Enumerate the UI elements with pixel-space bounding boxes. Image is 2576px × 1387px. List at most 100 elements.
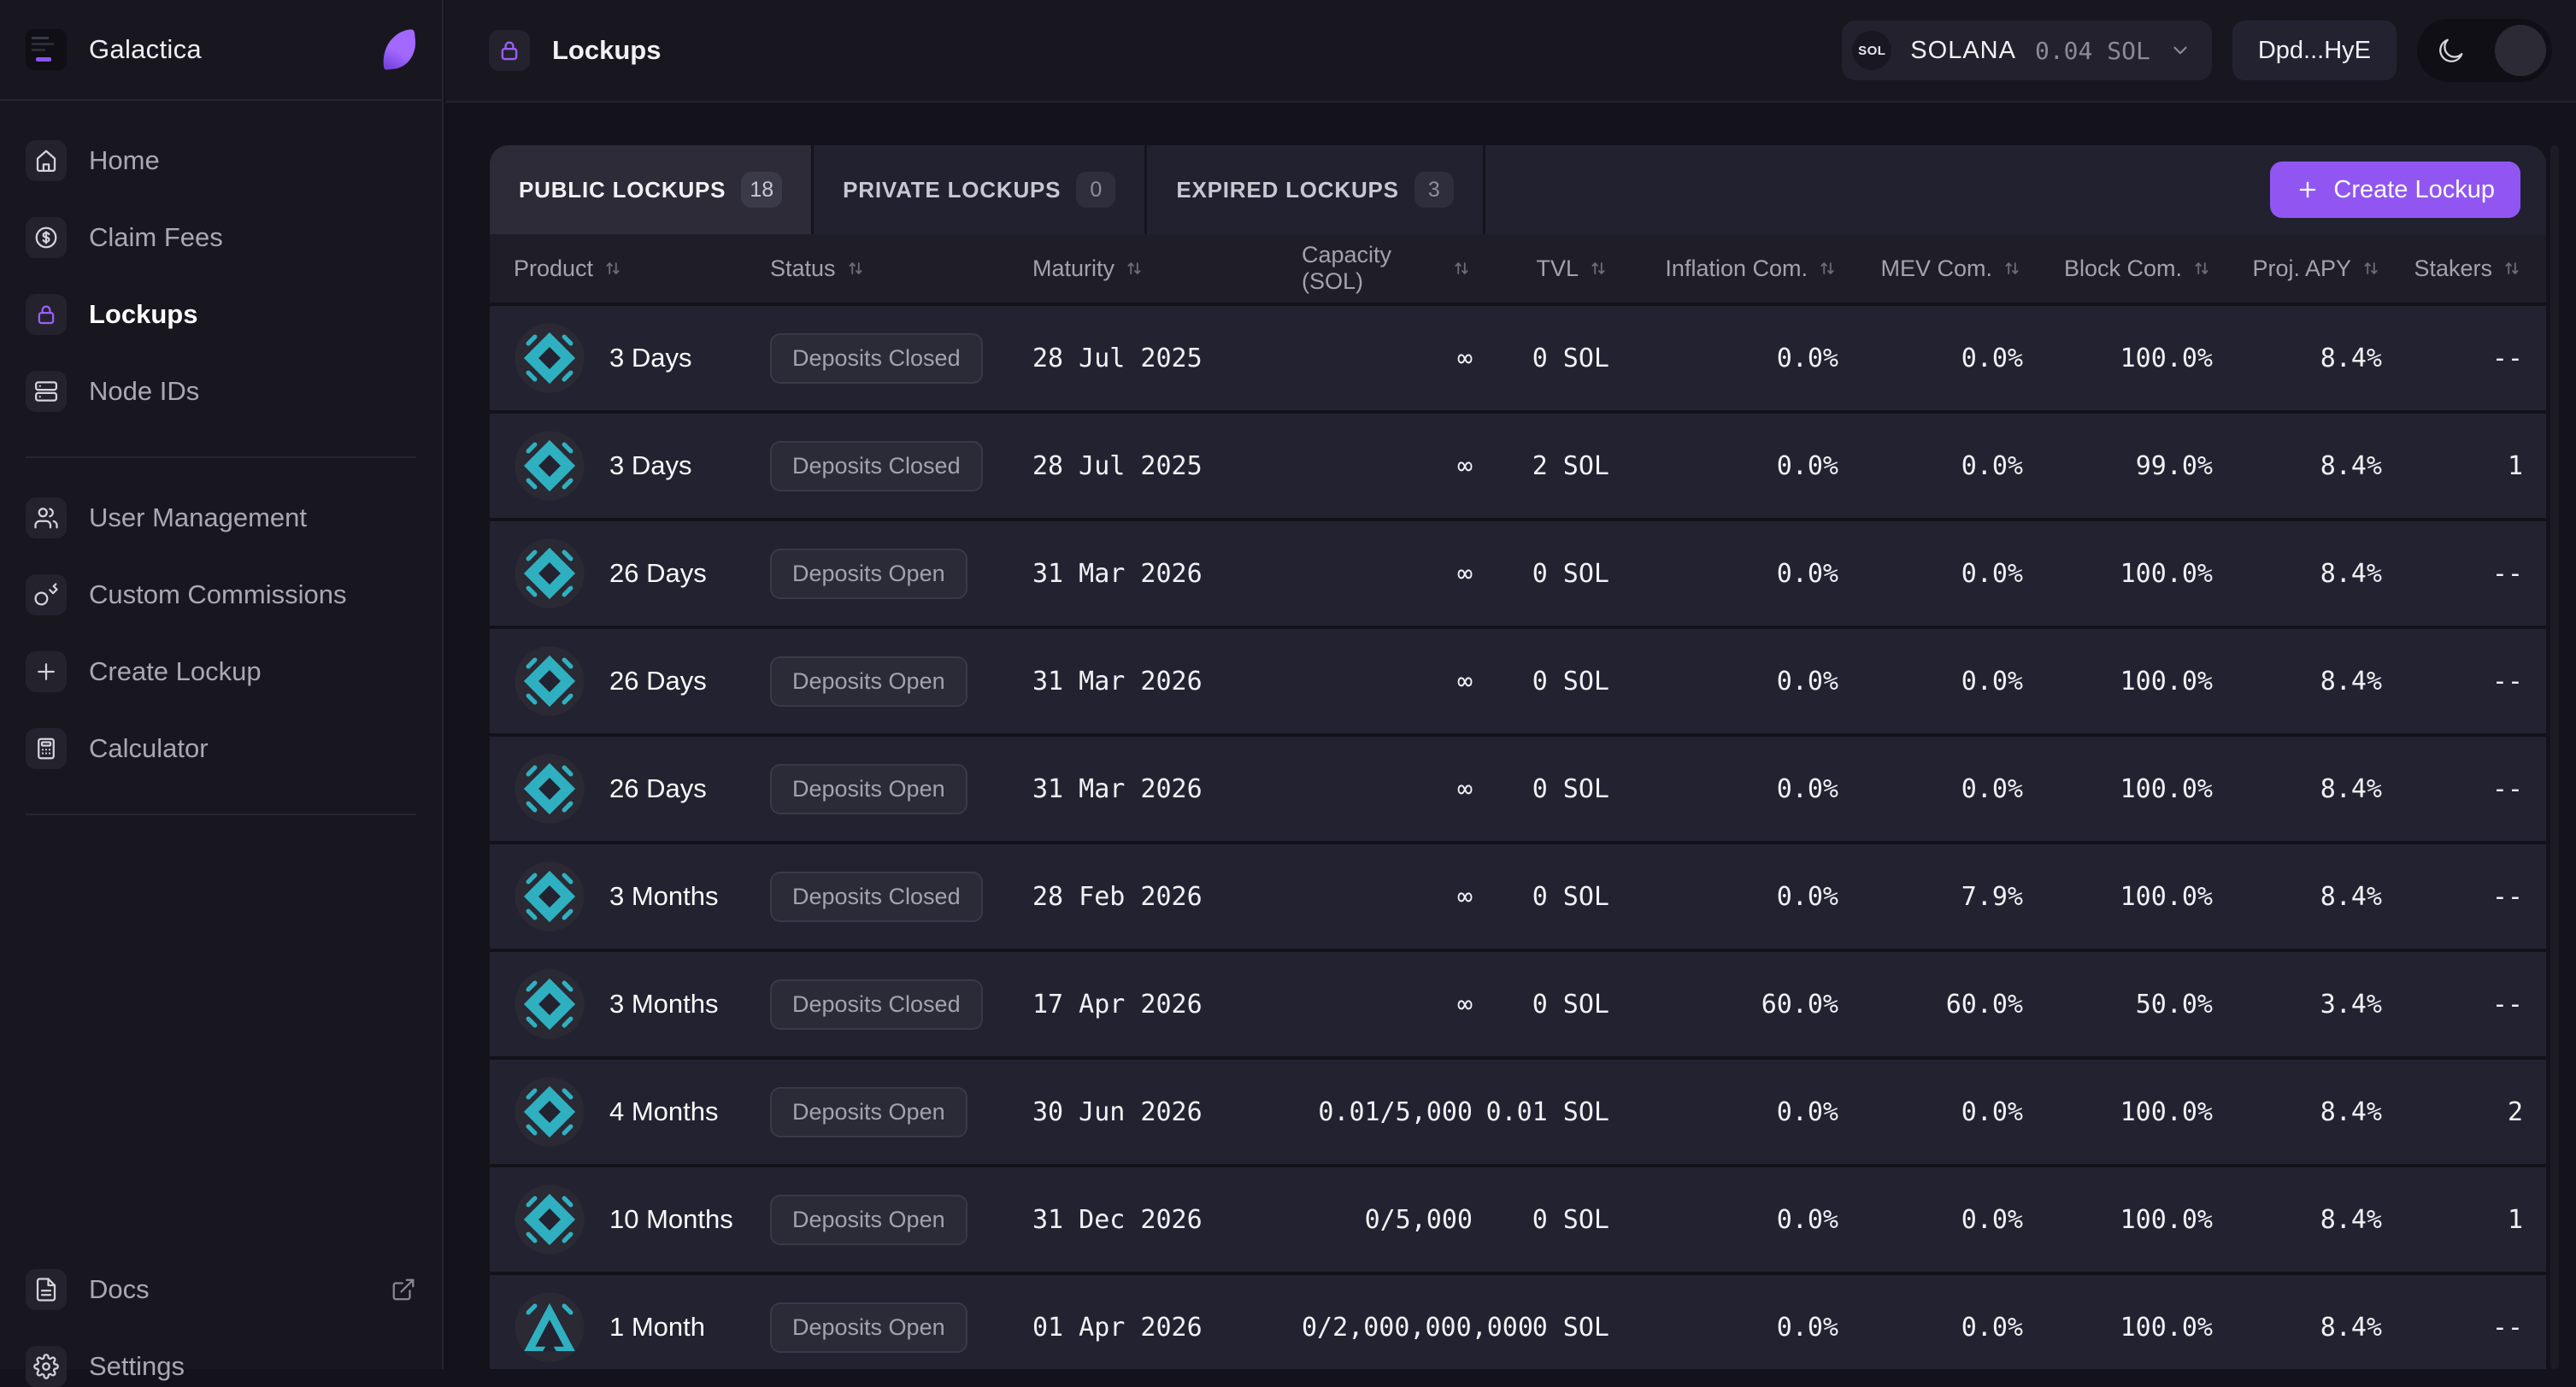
column-header-mev-com[interactable]: MEV Com. — [1838, 256, 2023, 282]
inflation-value: 0.0% — [1776, 666, 1838, 696]
inflation-value: 0.0% — [1776, 343, 1838, 373]
diamond-product-icon — [514, 322, 585, 394]
theme-toggle[interactable] — [2417, 19, 2552, 82]
product-name: 26 Days — [609, 558, 707, 588]
status-badge: Deposits Open — [770, 1086, 967, 1137]
diamond-product-icon — [514, 1184, 585, 1255]
sidebar-item-label: Lockups — [89, 299, 198, 329]
sidebar-item-node-ids[interactable]: Node IDs — [26, 371, 416, 412]
product: 26 Days — [514, 538, 770, 609]
sidebar-item-calculator[interactable]: Calculator — [26, 728, 416, 769]
maturity-value: 31 Dec 2026 — [1032, 1204, 1203, 1235]
maturity-value: 30 Jun 2026 — [1032, 1096, 1203, 1127]
network-selector[interactable]: SOL SOLANA 0.04 SOL — [1842, 21, 2212, 80]
tab-expired-lockups[interactable]: EXPIRED LOCKUPS 3 — [1147, 145, 1485, 234]
status-badge: Deposits Closed — [770, 979, 983, 1030]
sidebar-item-label: Claim Fees — [89, 222, 223, 252]
sidebar-footer-nav: Docs Settings — [0, 1269, 442, 1387]
inflation-value: 0.0% — [1776, 1204, 1838, 1235]
dollar-circle-icon — [26, 217, 67, 258]
stakers-value: -- — [2491, 989, 2523, 1020]
status-badge: Deposits Open — [770, 1302, 967, 1353]
sort-icon — [602, 257, 624, 279]
tvl-value: 0.01 SOL — [1485, 1096, 1610, 1127]
column-header-stakers[interactable]: Stakers — [2382, 256, 2523, 282]
stakers-value: -- — [2491, 881, 2523, 912]
tab-count-badge: 3 — [1414, 172, 1454, 208]
brand-header: Galactica — [0, 0, 442, 101]
table-row[interactable]: 26 Days Deposits Open 31 Mar 2026 ∞ 0 SOL 0.0… — [490, 521, 2546, 629]
diamond-product-icon — [514, 753, 585, 825]
diamond-product-icon — [514, 1076, 585, 1148]
status-cell: Deposits Closed — [770, 440, 1032, 491]
sidebar-item-label: Create Lockup — [89, 656, 262, 686]
sidebar-item-settings[interactable]: Settings — [26, 1346, 416, 1387]
column-header-product[interactable]: Product — [514, 256, 770, 282]
home-icon — [26, 140, 67, 181]
column-header-status[interactable]: Status — [770, 256, 1032, 282]
tvl-value: 0 SOL — [1532, 881, 1609, 912]
lock-icon — [26, 294, 67, 335]
product-name: 26 Days — [609, 666, 707, 696]
wallet-address-button[interactable]: Dpd...HyE — [2232, 21, 2397, 80]
table-row[interactable]: 4 Months Deposits Open 30 Jun 2026 0.01/5,0… — [490, 1060, 2546, 1167]
table-row[interactable]: 26 Days Deposits Open 31 Mar 2026 ∞ 0 SOL 0.0… — [490, 629, 2546, 737]
sidebar-secondary-nav: User Management Custom Commissions Create … — [0, 458, 442, 814]
sidebar-item-create-lockup[interactable]: Create Lockup — [26, 651, 416, 692]
maturity-value: 31 Mar 2026 — [1032, 558, 1203, 589]
mev-value: 0.0% — [1961, 343, 2023, 373]
brand-glyph-icon — [379, 29, 419, 70]
sidebar-item-label: Calculator — [89, 733, 209, 763]
column-label: Maturity — [1032, 255, 1115, 281]
moon-icon — [2436, 35, 2467, 66]
column-header-block-com[interactable]: Block Com. — [2023, 256, 2213, 282]
diamond-product-icon — [514, 430, 585, 502]
table-row[interactable]: 1 Month Deposits Open 01 Apr 2026 0/2,000,0… — [490, 1275, 2546, 1369]
stakers-value: 1 — [2507, 1204, 2523, 1235]
status-cell: Deposits Open — [770, 1086, 1032, 1137]
table-row[interactable]: 3 Months Deposits Closed 28 Feb 2026 ∞ 0 SOL… — [490, 844, 2546, 952]
wallet-balance: 0.04 SOL — [2034, 36, 2150, 65]
column-header-capacity-sol[interactable]: Capacity (SOL) — [1302, 242, 1473, 295]
column-header-inflation-com[interactable]: Inflation Com. — [1609, 256, 1838, 282]
table-row[interactable]: 3 Days Deposits Closed 28 Jul 2025 ∞ 0 SOL 0.… — [490, 306, 2546, 414]
key-icon — [26, 574, 67, 615]
status-cell: Deposits Open — [770, 548, 1032, 599]
table-row[interactable]: 3 Days Deposits Closed 28 Jul 2025 ∞ 2 SOL 0.… — [490, 414, 2546, 521]
tab-count-badge: 18 — [741, 172, 783, 208]
stakers-value: -- — [2491, 1312, 2523, 1343]
table-row[interactable]: 3 Months Deposits Closed 17 Apr 2026 ∞ 0 SOL… — [490, 952, 2546, 1060]
tvl-value: 0 SOL — [1532, 558, 1609, 589]
sidebar-item-custom-commissions[interactable]: Custom Commissions — [26, 574, 416, 615]
column-label: Capacity (SOL) — [1302, 242, 1392, 294]
app-logo — [26, 29, 67, 70]
sidebar-item-claim-fees[interactable]: Claim Fees — [26, 217, 416, 258]
block-value: 100.0% — [2120, 773, 2213, 804]
stakers-value: -- — [2491, 773, 2523, 804]
column-label: Block Com. — [2063, 255, 2182, 281]
create-lockup-button[interactable]: Create Lockup — [2270, 162, 2520, 218]
diamond-product-icon — [514, 968, 585, 1040]
column-header-maturity[interactable]: Maturity — [1032, 256, 1302, 282]
mev-value: 0.0% — [1961, 773, 2023, 804]
product: 3 Months — [514, 968, 770, 1040]
sidebar-item-docs[interactable]: Docs — [26, 1269, 416, 1310]
tvl-value: 0 SOL — [1532, 666, 1609, 696]
sidebar-item-lockups[interactable]: Lockups — [26, 294, 416, 335]
tab-public-lockups[interactable]: PUBLIC LOCKUPS 18 — [490, 145, 815, 234]
scrollbar[interactable] — [2550, 145, 2559, 1369]
column-header-proj-apy[interactable]: Proj. APY — [2213, 256, 2382, 282]
tab-private-lockups[interactable]: PRIVATE LOCKUPS 0 — [814, 145, 1148, 234]
product-cell: 26 Days — [514, 645, 770, 717]
sidebar-item-user-management[interactable]: User Management — [26, 497, 416, 538]
plus-icon — [26, 651, 67, 692]
product-name: 1 Month — [609, 1312, 706, 1342]
product-cell: 3 Months — [514, 861, 770, 932]
sidebar-item-label: Home — [89, 145, 160, 175]
table-row[interactable]: 26 Days Deposits Open 31 Mar 2026 ∞ 0 SOL 0.0… — [490, 737, 2546, 844]
diamond-product-icon — [514, 645, 585, 717]
gear-icon — [26, 1346, 67, 1387]
sidebar-item-home[interactable]: Home — [26, 140, 416, 181]
column-header-tvl[interactable]: TVL — [1473, 256, 1609, 282]
table-row[interactable]: 10 Months Deposits Open 31 Dec 2026 0/5,000… — [490, 1167, 2546, 1275]
